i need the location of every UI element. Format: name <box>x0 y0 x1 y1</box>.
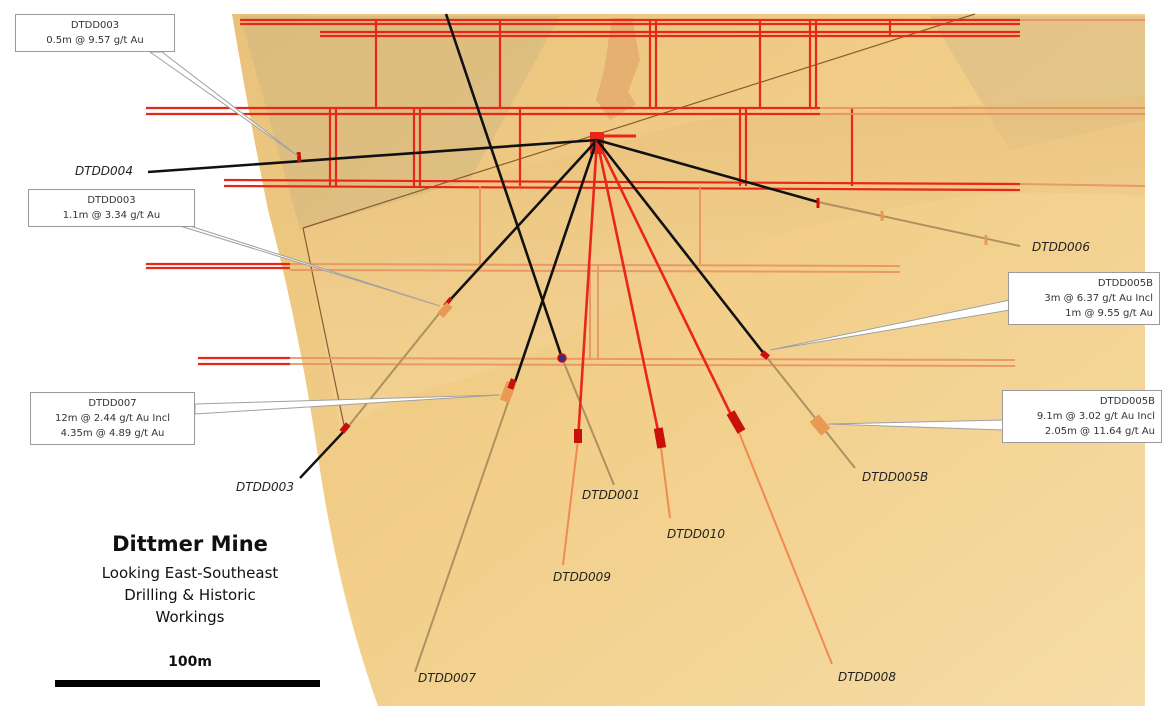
callout-line: 12m @ 2.44 g/t Au Incl <box>54 413 170 424</box>
drill-hole-label: DTDD003 <box>236 480 294 494</box>
drill-hole-labels: DTDD004 DTDD006 DTDD003 DTDD007 DTDD001 DTDD0… <box>75 164 1090 685</box>
intercept-marker <box>653 427 667 449</box>
callout-line: DTDD003 <box>87 195 136 206</box>
drill-hole-trace-lower <box>659 439 671 519</box>
assay-callout: DTDD003 1.1m @ 3.34 g/t Au <box>28 189 195 227</box>
drill-hole-trace <box>595 139 767 356</box>
intercept-marker <box>437 302 453 318</box>
intercept-marker <box>984 235 988 245</box>
assay-callout: DTDD007 12m @ 2.44 g/t Au Incl 4.35m @ 4.8… <box>30 392 195 445</box>
drill-hole-trace <box>449 139 598 301</box>
intercept-marker <box>880 211 884 221</box>
intercepts <box>296 151 988 449</box>
callout-leader <box>194 394 501 415</box>
drill-hole-trace <box>444 13 564 359</box>
callout-line: DTDD007 <box>88 398 137 409</box>
stope-blob <box>596 18 640 120</box>
scale-bar <box>55 680 320 687</box>
plane-edge-line <box>302 227 346 431</box>
assay-callout: DTDD003 0.5m @ 9.57 g/t Au <box>15 14 175 52</box>
assay-callout: DTDD005B 9.1m @ 3.02 g/t Au Incl 2.05m @ 1… <box>1002 390 1162 443</box>
drill-hole-label: DTDD001 <box>582 488 640 502</box>
caption-line: Drilling & Historic <box>124 586 256 604</box>
drill-hole-trace <box>596 138 819 204</box>
diagram-caption: Dittmer Mine Looking East-Southeast Dril… <box>50 532 330 628</box>
drill-hole-trace <box>595 139 738 426</box>
intercept-marker <box>726 410 746 434</box>
intercept-marker <box>816 198 820 208</box>
intercept-marker <box>507 378 517 390</box>
drill-hole-trace-lower <box>414 381 516 673</box>
ore-plane <box>303 96 1145 430</box>
scale-bar-label: 100m <box>168 654 212 670</box>
intercept-marker <box>574 429 582 443</box>
drill-hole-trace-lower <box>562 439 579 566</box>
callout-line: 4.35m @ 4.89 g/t Au <box>60 428 165 439</box>
plane-edge-line <box>302 13 976 229</box>
drill-hole-trace-lower <box>561 357 615 486</box>
callout-line: 0.5m @ 9.57 g/t Au <box>46 35 144 46</box>
historic-workings-faint <box>289 19 1146 367</box>
callout-line: 3m @ 6.37 g/t Au Incl <box>1044 293 1153 304</box>
drill-hole-label: DTDD010 <box>667 527 725 541</box>
caption-line: Looking East-Southeast <box>101 564 279 582</box>
drill-hole-label: DTDD004 <box>75 164 133 178</box>
intercept-dot <box>557 353 567 363</box>
drill-hole-trace-lower <box>735 424 833 665</box>
drill-hole-label: DTDD007 <box>418 671 476 685</box>
drill-hole-trace <box>147 138 598 174</box>
intercept-marker <box>339 422 351 434</box>
drill-hole-trace <box>595 139 662 441</box>
drill-hole-trace-tail <box>299 427 348 479</box>
historic-workings <box>146 18 1021 366</box>
callout-line: 9.1m @ 3.02 g/t Au Incl <box>1036 411 1155 422</box>
intercept-marker <box>296 151 302 163</box>
callout-leader <box>148 51 299 157</box>
intercept-marker <box>809 414 831 436</box>
callout-line: 1.1m @ 3.34 g/t Au <box>62 210 161 221</box>
upper-shading <box>240 16 560 230</box>
callout-line: DTDD005B <box>1097 278 1153 289</box>
callout-line: DTDD005B <box>1099 396 1155 407</box>
drill-hole-label: DTDD005B <box>862 470 928 484</box>
caption-line: Workings <box>155 608 225 626</box>
callout-line: 2.05m @ 11.64 g/t Au <box>1044 426 1155 437</box>
callout-line: DTDD003 <box>70 20 120 31</box>
drill-hole-label: DTDD006 <box>1032 240 1090 254</box>
drill-hole-trace <box>576 139 599 441</box>
intercept-marker <box>760 350 770 360</box>
drill-hole-trace <box>513 139 599 383</box>
caption-title: Dittmer Mine <box>112 532 268 556</box>
drill-holes <box>147 13 1021 673</box>
drill-hole-trace-lower <box>764 354 856 469</box>
assay-callout: DTDD005B 3m @ 6.37 g/t Au Incl 1m @ 9.55 g… <box>1008 272 1160 325</box>
drill-hole-label: DTDD008 <box>838 670 896 684</box>
callout-line: 1m @ 9.55 g/t Au <box>1065 308 1153 319</box>
drill-hole-label: DTDD009 <box>553 570 611 584</box>
drill-hole-trace-lower <box>346 299 451 429</box>
